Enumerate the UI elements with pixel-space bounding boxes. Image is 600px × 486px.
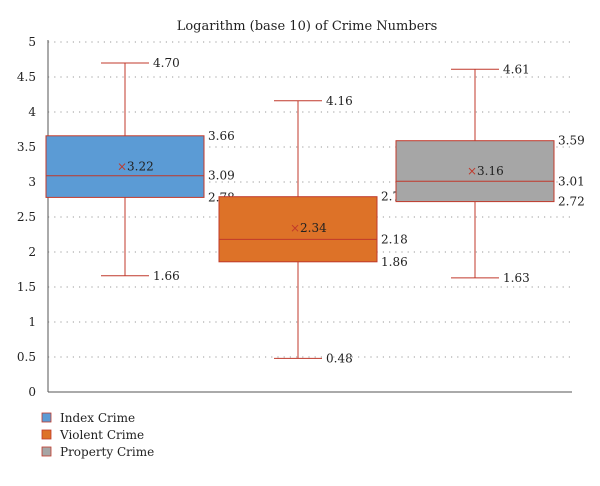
- legend: Index Crime Violent Crime Property Crime: [41, 411, 154, 459]
- mean-marker: ×: [117, 160, 127, 174]
- legend-swatch: [41, 446, 52, 457]
- y-tick-label: 5: [28, 35, 36, 49]
- y-tick-label: 4.5: [17, 70, 36, 84]
- legend-swatch: [41, 412, 52, 423]
- median-value-label: 3.09: [208, 169, 235, 183]
- q3-value-label: 3.66: [208, 129, 235, 143]
- mean-marker: ×: [290, 221, 300, 235]
- y-tick-label: 3.5: [17, 140, 36, 154]
- mean-value-label: 2.34: [300, 221, 327, 235]
- median-value-label: 3.01: [558, 174, 585, 188]
- y-tick-label: 1.5: [17, 280, 36, 294]
- median-value-label: 2.18: [381, 232, 408, 246]
- q1-value-label: 1.86: [381, 255, 408, 269]
- min-value-label: 1.66: [153, 269, 180, 283]
- iqr-box: [395, 140, 555, 203]
- legend-label: Violent Crime: [59, 428, 144, 442]
- y-tick-label: 3: [28, 175, 36, 189]
- y-tick-label: 2: [28, 245, 36, 259]
- y-tick-label: 4: [28, 105, 36, 119]
- q1-value-label: 2.72: [558, 195, 585, 209]
- min-value-label: 0.48: [326, 351, 353, 365]
- y-tick-label: 2.5: [17, 210, 36, 224]
- max-value-label: 4.16: [326, 94, 353, 108]
- mean-marker: ×: [467, 164, 477, 178]
- legend-label: Property Crime: [60, 445, 154, 459]
- legend-swatch: [41, 429, 52, 440]
- min-value-label: 1.63: [503, 271, 530, 285]
- mean-value-label: 3.22: [127, 160, 154, 174]
- y-axis-ticks: 0 0.5 1 1.5 2 2.5 3 3.5 4 4.5 5: [17, 35, 36, 399]
- chart-title: Logarithm (base 10) of Crime Numbers: [177, 19, 438, 34]
- max-value-label: 4.61: [503, 62, 530, 76]
- iqr-box: [45, 135, 205, 198]
- q3-value-label: 3.59: [558, 134, 585, 148]
- y-tick-label: 1: [28, 315, 36, 329]
- box-series: × 3.16 4.61 1.63 3.59 3.01 2.72: [395, 62, 585, 285]
- legend-label: Index Crime: [60, 411, 135, 425]
- y-tick-label: 0: [28, 385, 36, 399]
- max-value-label: 4.70: [153, 56, 180, 70]
- mean-value-label: 3.16: [477, 164, 504, 178]
- y-tick-label: 0.5: [17, 350, 36, 364]
- box-series: × 2.344.160.482.792.181.86: [218, 94, 408, 365]
- iqr-box: [218, 196, 378, 263]
- box-series: ×3.224.701.663.663.092.78: [45, 56, 235, 283]
